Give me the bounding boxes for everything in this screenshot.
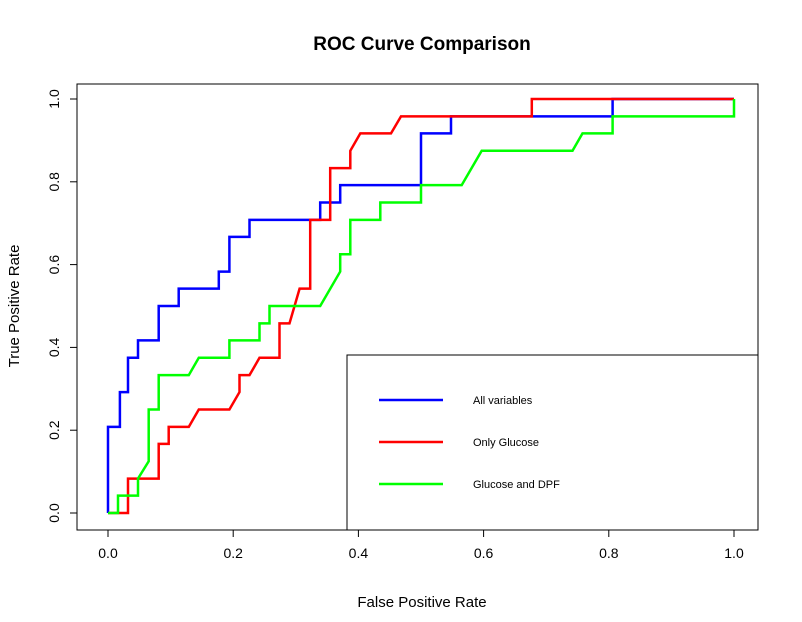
series-line-1	[106, 97, 734, 513]
y-tick-label: 0.0	[46, 503, 62, 523]
legend: All variables Only Glucose Glucose and DPF	[346, 354, 759, 531]
chart-title: ROC Curve Comparison	[313, 34, 530, 55]
x-axis: 0.0 0.2 0.4 0.6 0.8 1.0	[98, 529, 744, 561]
y-axis: 0.0 0.2 0.4 0.6 0.8 1.0	[46, 89, 78, 523]
y-tick-label: 0.6	[46, 255, 62, 275]
x-tick-label: 0.6	[474, 545, 494, 561]
x-axis-label: False Positive Rate	[357, 594, 486, 611]
x-tick-label: 0.0	[98, 545, 118, 561]
legend-label: Only Glucose	[473, 437, 539, 449]
y-axis-label: True Positive Rate	[6, 245, 23, 368]
x-tick-label: 0.2	[223, 545, 243, 561]
series-layer	[106, 97, 736, 515]
y-tick-label: 1.0	[46, 89, 62, 109]
x-tick-label: 0.4	[349, 545, 369, 561]
x-tick-label: 1.0	[724, 545, 744, 561]
y-tick-label: 0.8	[46, 172, 62, 192]
y-tick-label: 0.4	[46, 337, 62, 357]
series-line-3	[108, 99, 736, 515]
legend-label: Glucose and DPF	[473, 479, 560, 491]
x-tick-label: 0.8	[599, 545, 619, 561]
legend-label: All variables	[473, 395, 533, 407]
series-line-2	[108, 97, 734, 515]
y-tick-label: 0.2	[46, 420, 62, 440]
